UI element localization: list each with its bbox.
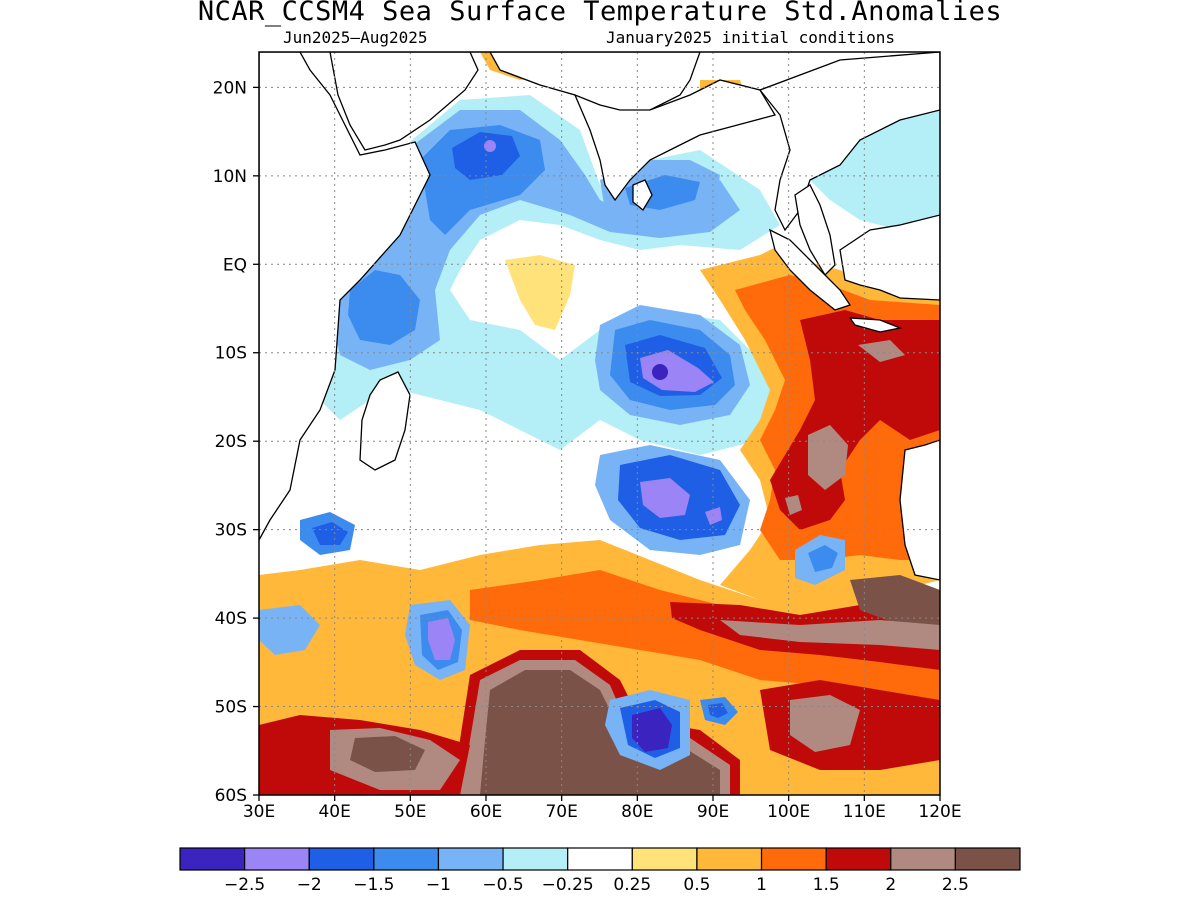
colorbar-label: 0.25	[613, 875, 651, 895]
land-malay	[794, 184, 836, 277]
anom-neg2-sw-3	[428, 618, 455, 660]
land-burma-indochina	[758, 52, 940, 232]
colorbar-swatch	[954, 847, 1021, 871]
anom-pos-east-brown2	[858, 340, 905, 362]
y-tick-label: 10N	[213, 167, 247, 187]
colorbar-swatch	[308, 847, 375, 871]
colorbar-label: 1.5	[813, 875, 840, 895]
anom-pos-sw-far-south-dark	[350, 736, 425, 772]
x-tick-label: 100E	[767, 802, 810, 822]
y-tick-label: 10S	[215, 344, 247, 364]
land-sumatra	[769, 228, 852, 311]
x-tick-label: 70E	[545, 802, 577, 822]
anom-pos-south-brown	[850, 575, 940, 630]
colorbar-label: 2.5	[942, 875, 969, 895]
anom-neg1-near-australia	[808, 545, 838, 572]
anom-neg1-somali	[348, 270, 420, 345]
colorbar-swatch	[825, 847, 892, 871]
colorbar-label: 0.5	[683, 875, 710, 895]
colorbar-swatch	[373, 847, 440, 871]
y-tick-label: 20S	[215, 432, 247, 452]
land-india	[573, 79, 777, 202]
colorbar: −2.5 −2 −1.5 −1 −0.5 −0.25 0.25 0.5 1 1.5 2 2.5	[179, 847, 1021, 895]
anom-neg25-central	[652, 364, 668, 380]
anom-pos-se-far-south-brown	[790, 695, 860, 752]
colorbar-label: 2	[885, 875, 896, 895]
colorbar-label: −1.5	[353, 875, 394, 895]
anom-neg15-sw-1	[312, 522, 348, 545]
coastlines	[259, 52, 940, 581]
y-tick-label: 60S	[215, 786, 247, 806]
x-tick-label: 90E	[697, 802, 729, 822]
x-tick-label: 50E	[394, 802, 426, 822]
anom-neg2-central	[640, 350, 714, 392]
colorbar-swatch	[567, 847, 633, 871]
colorbar-swatch	[437, 847, 504, 871]
initial-conditions: January2025 initial conditions	[606, 28, 895, 47]
colorbar-swatch	[244, 847, 310, 871]
anom-pos-south-15	[470, 570, 940, 700]
anom-neg25-far-south-80e	[632, 708, 672, 752]
colorbar-swatch	[890, 847, 956, 871]
land-australia	[899, 439, 940, 581]
forecast-period: Jun2025–Aug2025	[283, 28, 428, 47]
x-tick-label: 40E	[318, 802, 350, 822]
anom-ne-pacific-edge	[800, 110, 940, 230]
anom-neg2-arabian	[484, 140, 496, 152]
land-africa	[259, 52, 431, 541]
anom-pos-equatorial	[505, 255, 575, 330]
y-tick-label: EQ	[223, 255, 247, 275]
y-axis: 20N 10N EQ 10S 20S 30S 40S 50S 60S	[213, 78, 259, 806]
y-tick-label: 30S	[215, 521, 247, 541]
colorbar-label: 1	[756, 875, 767, 895]
land-java	[848, 317, 903, 333]
colorbar-swatch	[696, 847, 763, 871]
map-title: NCAR_CCSM4 Sea Surface Temperature Std.A…	[197, 0, 1003, 27]
land-madagascar	[359, 371, 411, 471]
colorbar-label: −0.25	[542, 875, 594, 895]
land-borneo-java	[839, 214, 940, 301]
x-tick-label: 60E	[470, 802, 502, 822]
x-axis: 30E 40E 50E 60E 70E 80E 90E 100E 110E 120E	[243, 795, 962, 822]
y-tick-label: 40S	[215, 609, 247, 629]
x-tick-label: 120E	[918, 802, 961, 822]
anom-pos-south-brown-band	[720, 620, 940, 650]
anom-neg-sw-2	[259, 605, 320, 655]
plot-frame	[258, 51, 941, 796]
x-tick-label: 30E	[243, 802, 275, 822]
colorbar-label: −2.5	[224, 875, 265, 895]
colorbar-label: −2	[297, 875, 322, 895]
colorbar-swatch	[179, 847, 246, 871]
anom-neg2-south	[640, 478, 690, 518]
colorbar-swatch	[760, 847, 827, 871]
grid	[259, 52, 940, 795]
x-tick-label: 80E	[621, 802, 653, 822]
y-tick-label: 50S	[215, 698, 247, 718]
colorbar-swatch	[502, 847, 569, 871]
land-arabia	[329, 52, 479, 151]
x-tick-label: 110E	[843, 802, 886, 822]
colorbar-label: −0.5	[482, 875, 523, 895]
colorbar-swatch	[631, 847, 698, 871]
y-tick-label: 20N	[213, 78, 247, 98]
colorbar-label: −1	[426, 875, 451, 895]
anom-pos-east-brown3	[785, 495, 802, 515]
